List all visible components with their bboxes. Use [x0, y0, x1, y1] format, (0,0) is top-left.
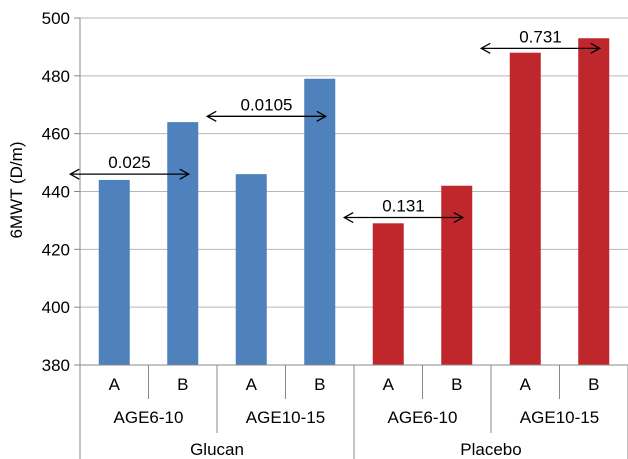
- y-tick-label: 440: [42, 183, 70, 202]
- p-value-label: 0.025: [108, 153, 151, 172]
- group-label: Glucan: [190, 440, 244, 459]
- y-tick-label: 460: [42, 125, 70, 144]
- bar-glucan-age6-10-b: [167, 122, 199, 365]
- subgroup-label: AGE10-15: [520, 408, 599, 427]
- y-axis-ticks: 380 400 420 440 460 480 500: [42, 9, 81, 375]
- p-value-label: 0.731: [519, 27, 562, 46]
- y-tick-label: 400: [42, 298, 70, 317]
- category-label: A: [246, 375, 258, 394]
- bar-glucan-age10-15-a: [235, 174, 267, 365]
- p-value-label: 0.0105: [241, 95, 293, 114]
- y-axis-label: 6MWT (D/m): [7, 142, 26, 239]
- subgroup-label: AGE6-10: [114, 408, 184, 427]
- y-tick-label: 500: [42, 9, 70, 28]
- y-tick-label: 380: [42, 356, 70, 375]
- subgroup-label: AGE10-15: [246, 408, 325, 427]
- y-tick-label: 480: [42, 67, 70, 86]
- category-label: B: [314, 375, 325, 394]
- category-label: B: [588, 375, 599, 394]
- category-label: B: [177, 375, 188, 394]
- arrowhead-right: [453, 211, 465, 224]
- arrowhead-right: [179, 168, 191, 180]
- arrowhead-right: [316, 110, 328, 122]
- subgroup-label: AGE6-10: [388, 408, 458, 427]
- y-tick-label: 420: [42, 240, 70, 259]
- category-label: A: [520, 375, 532, 394]
- arrowhead-left: [479, 42, 491, 54]
- p-value-annotation: 0.731: [479, 27, 602, 54]
- p-value-annotation: 0.025: [68, 153, 191, 180]
- group-label: Placebo: [460, 440, 521, 459]
- p-value-annotation: 0.0105: [205, 95, 328, 122]
- annotations: 0.025 0.0105 0.131 0.731: [68, 27, 602, 224]
- p-value-label: 0.131: [382, 197, 425, 216]
- bars: [98, 38, 610, 365]
- bar-placebo-age6-10-b: [441, 185, 473, 365]
- bar-glucan-age6-10-a: [98, 179, 130, 365]
- bar-glucan-age10-15-b: [304, 78, 336, 365]
- p-value-annotation: 0.131: [342, 197, 465, 224]
- category-label: A: [383, 375, 395, 394]
- category-label: B: [451, 375, 462, 394]
- bar-placebo-age6-10-a: [372, 223, 404, 365]
- arrowhead-left: [68, 168, 80, 180]
- arrowhead-right: [590, 42, 602, 54]
- arrowhead-left: [205, 110, 217, 122]
- gridlines: [80, 17, 628, 366]
- arrowhead-left: [342, 211, 354, 224]
- bar-placebo-age10-15-a: [509, 52, 541, 365]
- category-label: A: [109, 375, 121, 394]
- bar-placebo-age10-15-b: [578, 38, 610, 365]
